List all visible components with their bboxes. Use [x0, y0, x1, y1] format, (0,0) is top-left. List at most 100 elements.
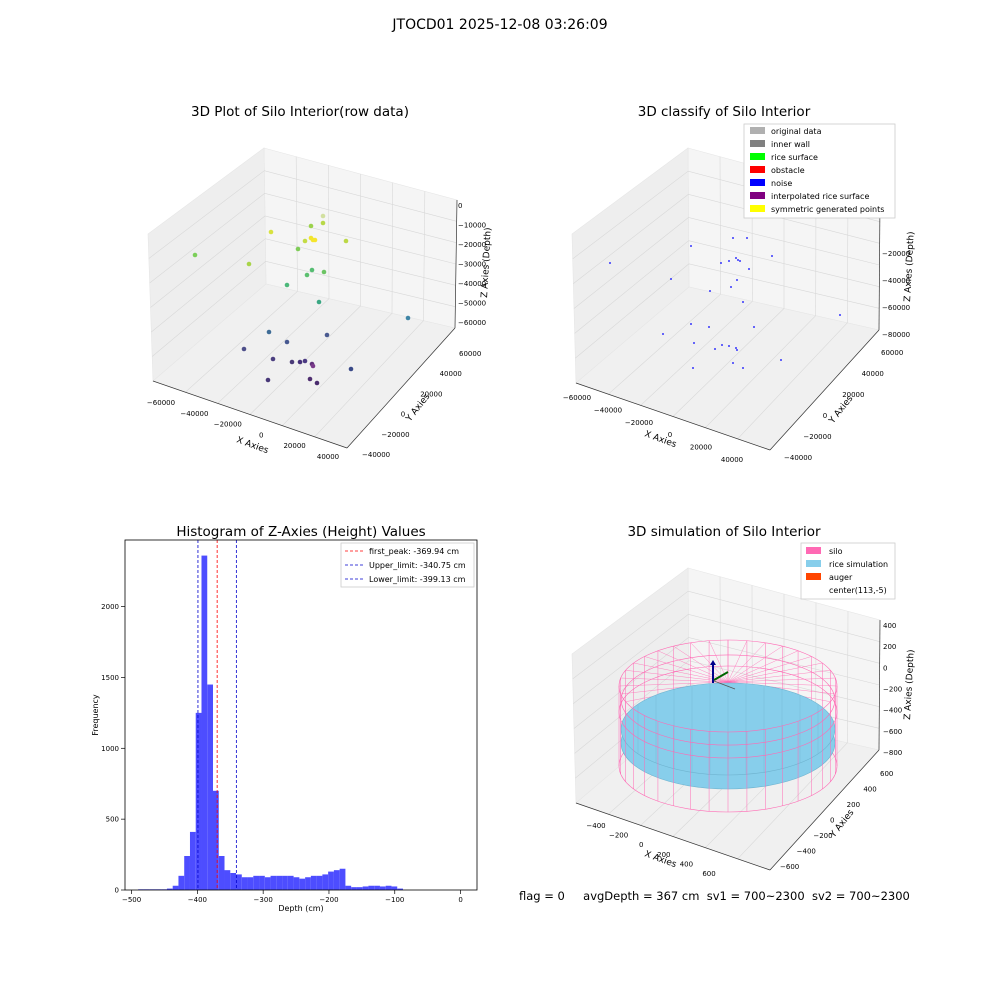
raw-x-ticks: −60000 −40000 −20000 0 20000 40000: [147, 399, 339, 461]
raw-x-axis-line: [152, 380, 348, 449]
classify-x-tick-label: 40000: [721, 456, 743, 464]
classify-data-point: [732, 362, 734, 364]
classify-x-tick-label: −60000: [563, 394, 591, 402]
raw-data-point: [270, 356, 276, 362]
histogram-bar: [339, 868, 346, 890]
raw-y-tick-label: −20000: [381, 431, 409, 439]
raw-data-point: [348, 366, 354, 372]
raw-x-tick-label: −20000: [214, 421, 242, 429]
raw-z-tick-label: −10000: [458, 222, 486, 230]
simulation-x-tick-label: −400: [586, 822, 605, 830]
histogram-bar: [276, 875, 283, 890]
histogram-legend-box: [340, 542, 475, 588]
simulation-x-ticks: −400 −200 0 200 400 600: [586, 822, 715, 878]
histogram-bar: [201, 555, 208, 890]
classify-z-tick-label: −20000: [882, 250, 910, 258]
histogram-bar: [259, 875, 265, 890]
raw-data-point: [343, 238, 349, 244]
classify-legend-label: symmetric generated points: [771, 205, 884, 214]
raw-data-point: [309, 267, 315, 273]
classify-legend-swatch: [750, 153, 765, 160]
simulation-x-tick-label: 0: [639, 841, 643, 849]
histogram-title: Histogram of Z-Axies (Height) Values: [176, 524, 426, 540]
histogram-bar: [316, 875, 323, 890]
classify-grid-line: [705, 315, 816, 428]
simulation-x-axis-line: [575, 802, 771, 871]
simulation-x-tick-label: 400: [680, 860, 693, 868]
classify-grid-line: [640, 301, 753, 406]
simulation-z-tick-label: 200: [883, 643, 896, 651]
histogram-bar: [178, 875, 185, 890]
simulation-grid-line: [737, 742, 848, 860]
classify-data-point: [609, 262, 611, 264]
classify-data-point: [771, 255, 773, 257]
histogram-y-tick-label: 500: [106, 816, 119, 824]
raw-data-point: [307, 376, 313, 382]
histogram-bar: [374, 885, 380, 890]
raw-data-point: [284, 282, 290, 288]
histogram-bar: [236, 874, 242, 890]
raw-data-point: [302, 358, 308, 364]
simulation-z-axis-line: [878, 619, 881, 751]
histogram-x-tick-label: −400: [188, 896, 207, 904]
classify-y-tick-label: 20000: [842, 391, 864, 399]
raw-3d-axes-box: [147, 147, 458, 449]
histogram-bar: [310, 875, 317, 890]
histogram-bar: [184, 855, 190, 890]
classify-data-point: [780, 359, 782, 361]
raw-data-point: [297, 359, 303, 365]
simulation-x-tick-label: −200: [609, 832, 628, 840]
raw-y-tick-label: 20000: [420, 390, 442, 398]
raw-z-tick-label: −60000: [458, 319, 486, 327]
raw-y-tick-label: −40000: [362, 451, 390, 459]
simulation-y-tick-label: 400: [863, 786, 876, 794]
histogram-bar: [195, 712, 202, 890]
silo-roof-line: [625, 670, 729, 683]
raw-grid-line: [151, 261, 456, 357]
classify-x-tick-label: −20000: [625, 419, 653, 427]
histogram-x-tick-label: −100: [385, 896, 404, 904]
raw-3d-points: [192, 213, 411, 386]
classify-data-point: [735, 347, 737, 349]
raw-y-axis-line: [346, 327, 456, 449]
classify-legend-label: interpolated rice surface: [771, 192, 869, 201]
histogram-bar: [264, 877, 271, 890]
silo-wireframe-front: [618, 685, 838, 813]
raw-data-point: [302, 238, 308, 244]
classify-data-point: [739, 260, 741, 262]
simulation-z-ticks: 400 200 0 −200 −400 −600 −800: [883, 622, 902, 757]
silo-roof-line: [727, 670, 831, 683]
histogram-x-axis-label: Depth (cm): [278, 904, 323, 913]
raw-z-tick-label: −40000: [458, 280, 486, 288]
histogram-x-tick-label: −200: [319, 896, 338, 904]
histogram-legend-label: Lower_limit: -399.13 cm: [369, 575, 466, 584]
classify-3d-points: [609, 237, 841, 369]
raw-x-tick-label: 20000: [283, 442, 305, 450]
simulation-legend-swatch: [806, 573, 821, 580]
raw-y-ticks: −40000 −20000 0 20000 40000 60000: [362, 350, 481, 459]
classify-z-tick-label: −60000: [882, 304, 910, 312]
histogram-legend-label: first_peak: -369.94 cm: [369, 547, 459, 556]
raw-data-point: [284, 339, 290, 345]
classify-z-axis-label: Z Axies (Depth): [903, 231, 917, 302]
classify-data-point: [746, 237, 748, 239]
classify-data-point: [736, 279, 738, 281]
raw-z-ticks: 0 −10000 −20000 −30000 −40000 −50000 −60000: [458, 202, 486, 327]
simulation-y-tick-label: 0: [830, 817, 834, 825]
classify-data-point: [753, 326, 755, 328]
classify-data-point: [735, 257, 737, 259]
silo-roof-line: [727, 640, 748, 683]
classify-data-point: [692, 367, 694, 369]
simulation-y-tick-label: −200: [813, 832, 832, 840]
classify-z-ticks: −20000 −40000 −60000 −80000: [882, 250, 910, 339]
raw-data-point: [405, 315, 411, 321]
raw-x-tick-label: −40000: [180, 410, 208, 418]
histogram-bar: [305, 877, 311, 890]
classify-legend-swatch: [750, 205, 765, 212]
simulation-y-tick-label: 600: [880, 770, 893, 778]
raw-data-point: [241, 346, 247, 352]
classify-y-tick-label: −20000: [803, 433, 831, 441]
